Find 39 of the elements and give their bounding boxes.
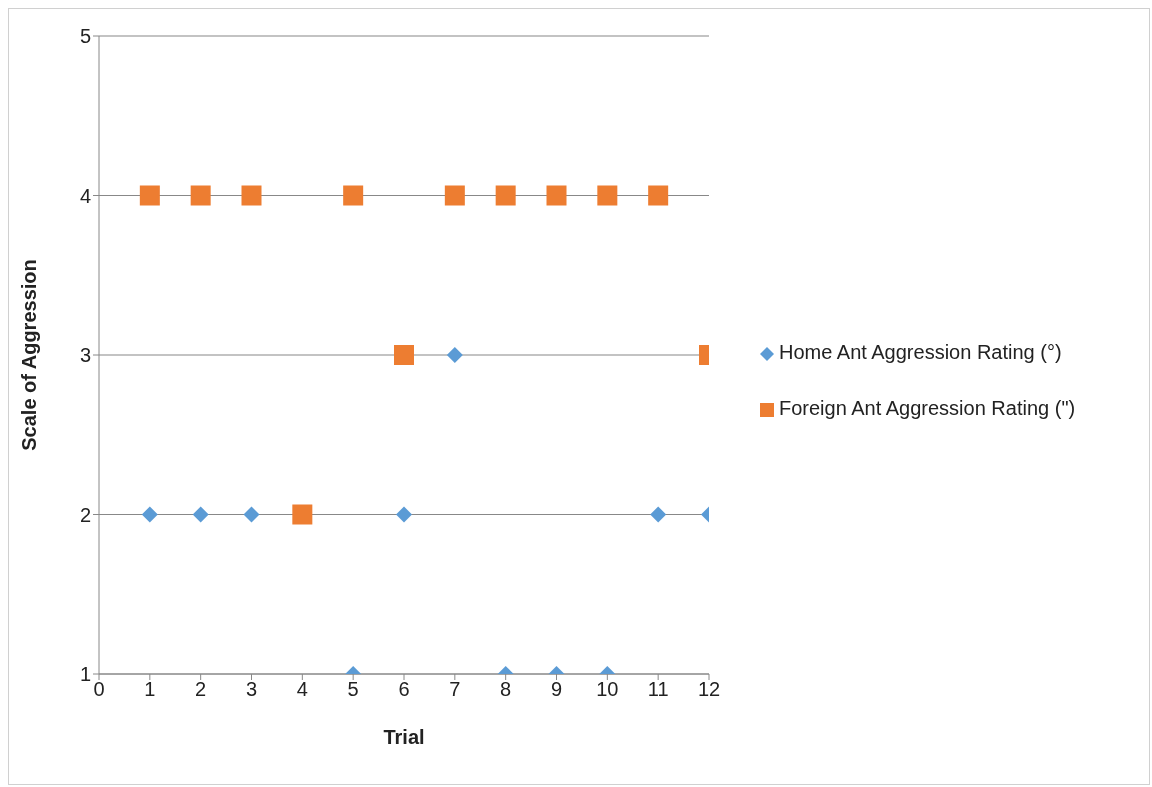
point: [546, 185, 567, 206]
y-axis-title: Scale of Aggression: [18, 259, 41, 451]
legend-label: Foreign Ant Aggression Rating ("): [779, 396, 1076, 420]
point: [650, 506, 667, 523]
point: [495, 185, 516, 206]
x-axis-title: Trial: [383, 726, 425, 748]
point: [241, 185, 262, 206]
point: [192, 506, 209, 523]
point: [190, 185, 211, 206]
point: [394, 345, 414, 365]
point: [396, 506, 412, 523]
x-tick-label: 6: [398, 678, 410, 701]
x-tick-label: 0: [93, 678, 105, 701]
x-tick-label: 12: [697, 678, 721, 701]
legend-label: Home Ant Aggression Rating (°): [779, 340, 1062, 364]
x-tick-label: 7: [449, 678, 461, 701]
point: [597, 185, 618, 206]
y-tick-label: 2: [79, 503, 91, 526]
x-tick-label: 11: [647, 678, 669, 701]
point: [648, 185, 669, 206]
point: [444, 185, 465, 206]
y-tick-label: 4: [79, 184, 91, 207]
y-tick-label: 5: [79, 25, 91, 48]
point: [141, 506, 158, 523]
x-tick-label: 3: [245, 678, 258, 701]
point: [292, 504, 313, 525]
x-tick-label: 9: [550, 678, 563, 701]
x-tick-label: 5: [347, 678, 359, 701]
y-tick-label: 1: [79, 663, 91, 686]
point: [243, 506, 260, 523]
x-tick-label: 1: [144, 678, 156, 701]
x-tick-label: 4: [296, 678, 308, 701]
point: [139, 185, 160, 206]
point: [343, 185, 364, 206]
y-tick-label: 3: [79, 344, 91, 367]
x-tick-label: 2: [195, 678, 207, 701]
point: [446, 347, 463, 363]
x-tick-label: 8: [500, 678, 512, 701]
x-tick-label: 10: [596, 678, 619, 701]
